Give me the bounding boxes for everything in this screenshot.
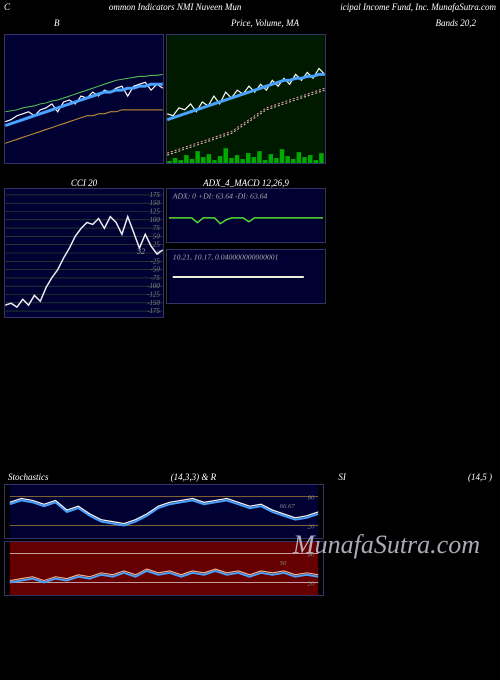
svg-text:-150: -150: [147, 300, 160, 307]
svg-text:-175: -175: [147, 308, 160, 315]
svg-text:75: 75: [153, 225, 160, 232]
price-panel-1: [4, 34, 164, 164]
stoch-panel-2: 80 20 50: [4, 541, 324, 596]
svg-text:-75: -75: [151, 275, 161, 282]
header-right: icipal Income Fund, Inc. MunafaSutra.com: [340, 2, 496, 16]
svg-text:10.21, 10.17, 0.040000000000: 10.21, 10.17, 0.040000000000001: [173, 253, 279, 262]
price-panel-2: [166, 34, 326, 164]
svg-text:100: 100: [150, 217, 161, 224]
svg-text:25: 25: [153, 242, 160, 249]
svg-text:-100: -100: [147, 283, 160, 290]
sub-header: B Price, Volume, MA Bands 20,2: [0, 18, 500, 34]
stoch-header: Stochastics (14,3,3) & R SI (14,5 ): [0, 470, 500, 484]
svg-text:150: 150: [150, 200, 161, 207]
svg-text:ADX: 0 +DI: 63.64 -DI: 63.: ADX: 0 +DI: 63.64 -DI: 63.64: [172, 192, 268, 201]
row-stoch-2: 80 20 50: [0, 541, 500, 596]
svg-text:50: 50: [280, 560, 287, 567]
svg-text:175: 175: [150, 192, 161, 199]
adx-panel: ADX: 0 +DI: 63.64 -DI: 63.64: [166, 188, 326, 243]
svg-text:-50: -50: [151, 267, 161, 274]
svg-text:32: 32: [136, 247, 145, 256]
cci-title: CCI 20: [4, 178, 164, 188]
svg-text:80: 80: [308, 551, 315, 558]
subheader-mid: Price, Volume, MA: [195, 18, 336, 34]
svg-text:50: 50: [153, 233, 160, 240]
svg-text:20: 20: [308, 523, 315, 530]
svg-text:80: 80: [308, 494, 315, 501]
page-header: C ommon Indicators NMI Nuveen Mun icipal…: [0, 0, 500, 18]
row-price: [0, 34, 500, 164]
row-stoch-1: 80 20 66.67: [0, 484, 500, 539]
macd-panel: 10.21, 10.17, 0.040000000000001: [166, 249, 326, 304]
stoch-left: Stochastics: [8, 472, 49, 482]
subheader-left: B: [4, 18, 195, 34]
subheader-right: Bands 20,2: [335, 18, 496, 34]
cci-panel: 1751501251007550250-25-50-75-100-125-150…: [4, 188, 164, 318]
spacer: [0, 320, 500, 470]
header-mid: ommon Indicators NMI Nuveen Mun: [109, 2, 241, 16]
svg-text:125: 125: [150, 208, 161, 215]
row-indicators: CCI 20 1751501251007550250-25-50-75-100-…: [0, 178, 500, 318]
header-left: C: [4, 2, 10, 16]
stoch-right: (14,5 ): [468, 472, 492, 482]
stoch-mid: SI: [338, 472, 346, 482]
svg-text:66.67: 66.67: [280, 503, 296, 510]
svg-text:-25: -25: [151, 258, 161, 265]
stoch-panel-1: 80 20 66.67: [4, 484, 324, 539]
svg-text:-125: -125: [147, 291, 160, 298]
stoch-midleft: (14,3,3) & R: [171, 472, 217, 482]
svg-text:20: 20: [308, 580, 315, 587]
adx-title: ADX_4_MACD 12,26,9: [166, 178, 326, 188]
